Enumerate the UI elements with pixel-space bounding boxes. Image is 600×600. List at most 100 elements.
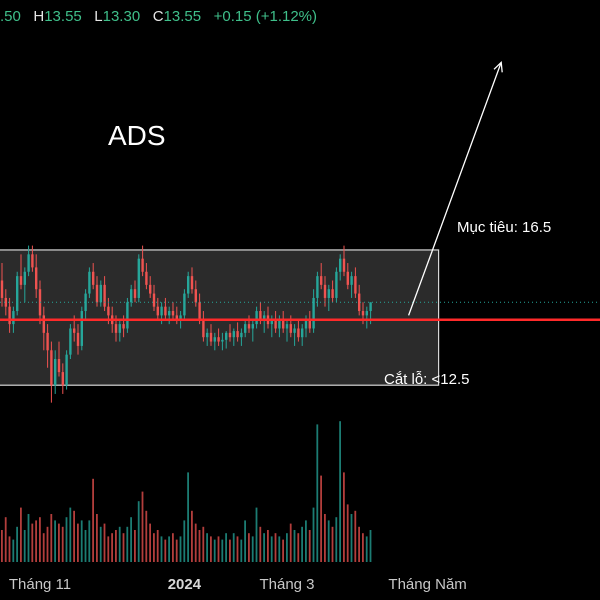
candle — [141, 245, 144, 277]
volume-bar — [179, 536, 182, 562]
volume-bar — [213, 539, 216, 562]
target-arrow — [407, 60, 503, 316]
candle — [225, 331, 228, 349]
volume-bar — [282, 539, 284, 562]
volume-bar — [236, 536, 239, 562]
volume-bar — [1, 530, 3, 562]
volume-bar — [229, 539, 231, 562]
volume-bar — [286, 533, 288, 562]
volume-bar — [50, 514, 53, 562]
volume-bar — [54, 520, 56, 562]
volume-bar — [217, 536, 220, 562]
candle — [244, 319, 247, 338]
stop-loss-annotation: Cắt lỗ: <12.5 — [384, 371, 470, 388]
ohlc-legend: .50 H13.55 L13.30 C13.55 +0.15 (+1.12%) — [0, 8, 317, 25]
volume-bar — [232, 533, 235, 562]
candle — [194, 280, 197, 307]
volume-bar — [248, 533, 250, 562]
candle — [118, 319, 121, 342]
volume-bar — [335, 517, 338, 562]
candle — [164, 297, 167, 320]
volume-bar — [244, 520, 246, 562]
candle — [130, 284, 133, 307]
volume-bar — [99, 526, 102, 562]
candle — [27, 245, 30, 277]
candle — [35, 254, 38, 298]
volume-bar — [12, 539, 15, 562]
candle — [149, 276, 152, 298]
volume-bar — [350, 514, 353, 562]
low-key: L — [94, 8, 103, 25]
volume-bar — [240, 539, 243, 562]
volume-bar — [316, 424, 319, 562]
volume-bar — [23, 530, 26, 562]
volume-bar — [267, 530, 269, 562]
candle — [350, 271, 353, 298]
candle — [76, 324, 80, 355]
volume-bar — [126, 526, 129, 562]
high-key: H — [33, 8, 45, 25]
candle — [183, 289, 186, 320]
symbol-title: ADS — [108, 120, 166, 151]
volume-bar — [35, 520, 37, 562]
volume-bar — [312, 507, 315, 562]
volume-bar — [343, 472, 345, 562]
candle — [240, 328, 243, 346]
volume-bar — [27, 514, 30, 562]
zone-rectangle — [0, 249, 440, 386]
candle — [274, 311, 277, 333]
volume-bar — [320, 475, 322, 562]
candle — [221, 332, 224, 351]
candle — [0, 263, 4, 307]
candle — [209, 324, 213, 346]
candle — [88, 267, 91, 298]
candle — [190, 267, 194, 294]
volume-bar — [137, 501, 140, 562]
volume-bar — [183, 520, 186, 562]
volume-bar — [65, 517, 68, 562]
change-value: +0.15 (+1.12%) — [213, 8, 317, 25]
candle — [354, 267, 357, 298]
candle — [297, 319, 300, 342]
candle — [247, 315, 251, 333]
volume-bars — [1, 421, 372, 562]
volume-bar — [96, 514, 98, 562]
low-value: 13.30 — [102, 8, 141, 25]
volume-bar — [270, 536, 273, 562]
candle — [156, 297, 159, 320]
volume-bar — [61, 526, 64, 562]
volume-bar — [118, 526, 121, 562]
candle — [236, 322, 239, 342]
volume-bar — [259, 526, 262, 562]
candle — [65, 350, 68, 390]
volume-bar — [16, 526, 18, 562]
volume-bar — [46, 526, 49, 562]
volume-bar — [225, 533, 227, 562]
candle — [293, 324, 296, 346]
candle — [16, 271, 19, 316]
candle — [61, 363, 64, 394]
volume-bar — [358, 526, 360, 562]
volume-bar — [301, 526, 303, 562]
arrow-head — [493, 60, 503, 73]
volume-bar — [42, 533, 45, 562]
volume-bar — [210, 536, 212, 562]
volume-bar — [168, 536, 170, 562]
candle — [320, 263, 323, 290]
candle — [4, 289, 7, 316]
volume-bar — [331, 526, 334, 562]
volume-bar — [354, 510, 357, 562]
candle — [301, 324, 304, 346]
volume-bar — [191, 510, 193, 562]
consolidation-zone — [0, 249, 440, 386]
close-key: C — [152, 8, 164, 25]
volume-bar — [153, 533, 155, 562]
candle — [342, 245, 346, 277]
candle — [50, 341, 53, 403]
volume-bar — [69, 507, 72, 562]
candle — [232, 328, 235, 346]
volume-bar — [175, 539, 178, 562]
candle — [335, 267, 338, 303]
volume-bar — [4, 517, 7, 562]
